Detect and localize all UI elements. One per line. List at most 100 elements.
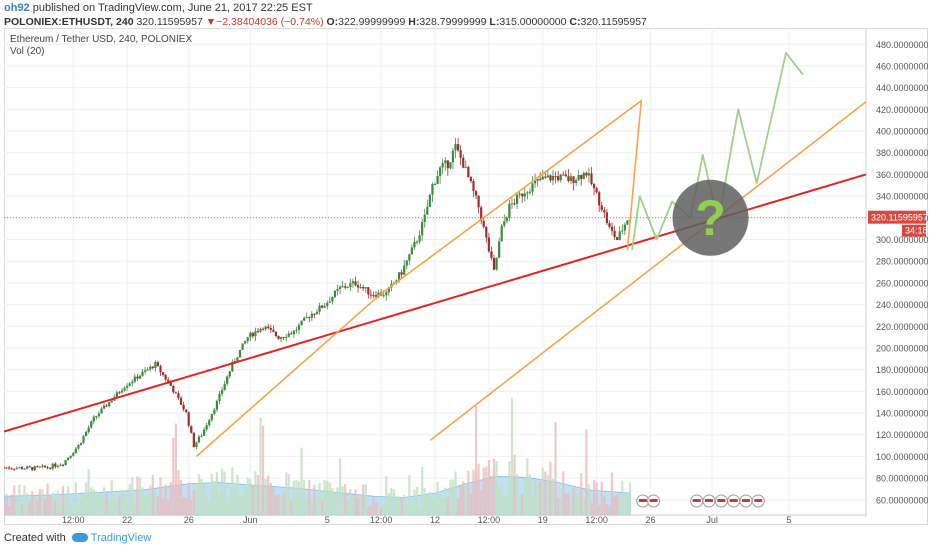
volume-bar (13, 485, 16, 515)
x-tick-label: Jun (243, 515, 258, 525)
candle-body (256, 331, 260, 333)
candle-body (303, 317, 306, 321)
candle-body (259, 328, 262, 332)
volume-bar (190, 499, 193, 515)
candle-body (351, 281, 355, 284)
author-link[interactable]: oh92 (4, 2, 30, 14)
candle-body (10, 468, 13, 470)
volume-bar (215, 472, 219, 515)
candle-body (315, 311, 319, 314)
volume-bar (23, 485, 26, 515)
volume-bar (377, 502, 380, 515)
volume-bar (84, 482, 88, 515)
volume-bar (123, 494, 126, 515)
candle-body (90, 421, 93, 428)
candle-body (74, 448, 77, 454)
candle-body (569, 176, 573, 182)
volume-bar (531, 495, 534, 515)
candle-body (559, 174, 562, 181)
volume-bar (244, 485, 247, 515)
candle-body (51, 463, 54, 469)
volume-bar (274, 495, 278, 515)
candle-body (333, 290, 337, 297)
candle-body (95, 416, 98, 418)
candle-body (128, 383, 131, 386)
candle-body (126, 385, 129, 388)
volume-bar (587, 484, 591, 515)
candle-body (515, 194, 519, 204)
candle-body (433, 183, 437, 185)
candle-body (246, 337, 249, 342)
candle-body (241, 343, 244, 350)
volume-bar (362, 484, 365, 515)
volume-bar (344, 483, 347, 515)
candle-body (338, 286, 342, 289)
candle-body (87, 427, 90, 432)
volume-bar (236, 474, 239, 515)
volume-bar (226, 498, 229, 515)
candle-body (397, 272, 401, 281)
volume-bar (528, 474, 532, 515)
candle-body (487, 237, 490, 252)
candle-body (626, 220, 629, 225)
x-tick-label: Jul (706, 515, 718, 525)
volume-bar (228, 493, 231, 515)
candle-body (4, 467, 6, 469)
volume-bar (203, 483, 206, 515)
volume-bar (351, 496, 355, 515)
volume-bar (77, 504, 80, 515)
volume-bar (480, 489, 483, 515)
candle-body (136, 376, 139, 379)
volume-bar (87, 468, 90, 515)
candle-body (413, 241, 416, 248)
volume-bar (397, 496, 401, 515)
volume-legend[interactable]: Vol (20) (10, 46, 45, 57)
candle-body (577, 175, 580, 181)
volume-bar (374, 502, 378, 515)
volume-bar (564, 493, 567, 515)
event-flag-stripe (717, 499, 726, 502)
volume-bar (246, 477, 249, 515)
volume-bar (551, 478, 555, 515)
candle-body (482, 220, 485, 227)
candle-body (474, 190, 478, 196)
tradingview-brand-link[interactable]: TradingView (90, 532, 152, 544)
candle-body (220, 390, 224, 394)
candle-body (498, 241, 501, 258)
volume-bar (613, 496, 616, 515)
volume-bar (133, 502, 136, 515)
volume-bar (623, 492, 626, 515)
volume-bar (138, 477, 142, 515)
candle-body (428, 194, 431, 207)
volume-bar (120, 489, 124, 515)
candle-body (174, 392, 177, 394)
candle-body (226, 376, 229, 384)
volume-bar (313, 485, 316, 515)
candle-body (208, 420, 211, 426)
candle-body (505, 217, 508, 222)
candle-body (456, 144, 460, 151)
event-flag-stripe (754, 499, 763, 502)
candle-body (295, 329, 298, 331)
price-chart[interactable]: 480.00000000 460.00000000 440.00000000 420.… (4, 28, 928, 525)
candle-body (210, 413, 213, 421)
candle-body (328, 301, 331, 303)
volume-bar (95, 491, 98, 515)
candle-body (43, 465, 47, 468)
volume-bar (426, 495, 429, 515)
candle-body (562, 174, 565, 176)
volume-bar (610, 472, 614, 515)
candle-body (205, 425, 208, 430)
volume-bar (18, 484, 21, 515)
y-tick-label: 240.00000000 (876, 300, 928, 310)
series-legend[interactable]: Ethereum / Tether USD, 240, POLONIEX (10, 34, 193, 45)
volume-bar (20, 503, 24, 515)
candle-body (244, 341, 247, 344)
volume-bar (580, 473, 583, 515)
candle-body (61, 464, 65, 466)
candle-body (192, 432, 195, 448)
candle-body (523, 193, 526, 197)
x-tick-label: 12:00 (585, 515, 608, 525)
candle-body (423, 214, 426, 222)
candle-body (5, 467, 8, 469)
